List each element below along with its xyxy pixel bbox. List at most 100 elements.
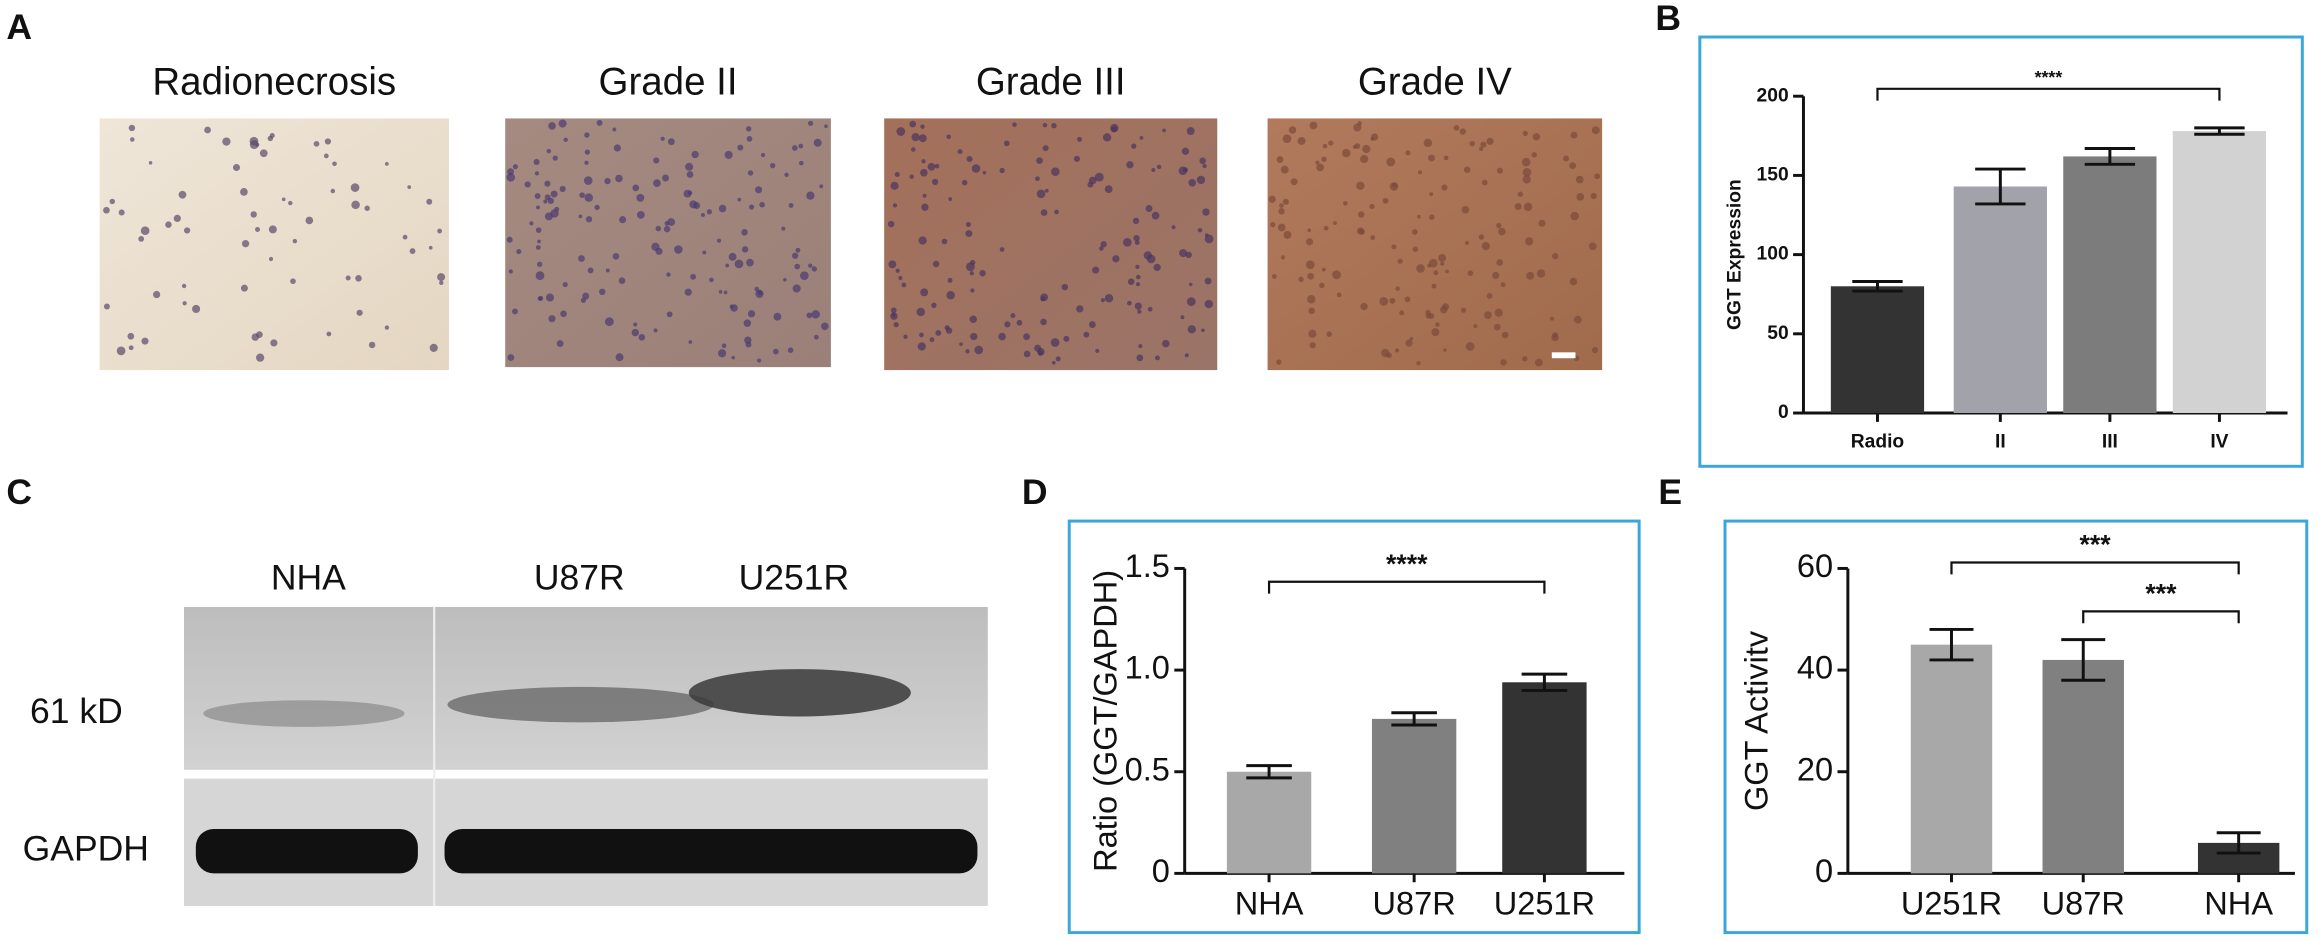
nucleus — [1134, 302, 1142, 310]
nucleus — [811, 266, 817, 272]
nucleus — [1145, 205, 1153, 212]
nucleus — [824, 124, 828, 129]
x-tick-label: U87R — [1373, 886, 1456, 922]
nucleus — [787, 347, 794, 353]
nucleus — [1280, 255, 1286, 260]
nucleus — [799, 160, 804, 166]
nucleus — [204, 126, 211, 134]
nucleus — [811, 310, 820, 319]
nucleus — [1042, 122, 1048, 128]
nucleus — [909, 174, 914, 179]
nucleus — [1591, 346, 1599, 354]
nucleus — [920, 124, 925, 129]
nucleus — [1534, 358, 1543, 367]
nucleus — [240, 284, 248, 292]
nucleus — [222, 137, 231, 146]
nucleus — [709, 277, 714, 283]
nucleus — [1054, 209, 1059, 215]
error-bar — [1391, 711, 1437, 727]
nucleus — [795, 247, 801, 253]
nucleus — [653, 179, 661, 187]
nucleus — [903, 334, 908, 339]
nucleus — [556, 340, 564, 347]
nucleus — [702, 250, 707, 255]
nucleus — [1399, 310, 1405, 316]
nucleus — [1277, 223, 1286, 232]
y-tick-label: 60 — [1797, 548, 1833, 584]
nucleus — [966, 155, 973, 163]
nucleus — [345, 275, 351, 281]
x-tick-label: NHA — [1235, 886, 1304, 922]
nucleus — [1088, 176, 1097, 185]
nucleus — [1342, 148, 1351, 158]
nucleus — [1276, 359, 1282, 365]
nucleus — [1153, 263, 1161, 272]
nucleus — [674, 245, 683, 254]
nucleus — [584, 160, 589, 165]
nucleus — [1202, 163, 1207, 169]
nucleus — [1486, 137, 1494, 145]
nucleus — [1102, 133, 1112, 142]
nucleus — [364, 205, 370, 211]
band — [203, 700, 405, 727]
nucleus — [153, 290, 161, 299]
nucleus — [941, 238, 948, 245]
nucleus — [330, 188, 336, 194]
nucleus — [251, 333, 259, 341]
nucleus — [1305, 260, 1315, 270]
nucleus — [969, 271, 974, 276]
bar — [2063, 156, 2157, 414]
bar — [1830, 286, 1925, 414]
nucleus — [1288, 126, 1297, 134]
histology-image — [99, 118, 449, 371]
nucleus — [636, 210, 645, 219]
band — [195, 828, 418, 874]
nucleus — [1417, 214, 1421, 219]
nucleus — [1010, 313, 1016, 319]
nucleus — [1522, 167, 1532, 177]
nucleus — [1268, 195, 1276, 203]
y-tick-label: 0 — [1152, 853, 1170, 889]
nucleus — [356, 309, 363, 316]
nucleus — [535, 205, 540, 210]
nucleus — [1061, 283, 1069, 291]
nucleus — [165, 221, 172, 228]
nucleus — [1440, 261, 1445, 266]
nucleus — [1429, 214, 1435, 220]
nucleus — [691, 150, 699, 159]
nucleus — [894, 171, 900, 177]
nucleus — [1412, 246, 1419, 252]
nucleus — [1440, 305, 1448, 314]
nucleus — [587, 267, 594, 274]
nucleus — [800, 271, 809, 281]
nucleus — [554, 206, 560, 212]
nucleus — [917, 342, 926, 351]
row-label: 61 kD — [30, 691, 123, 731]
nucleus — [1139, 135, 1144, 140]
nucleus — [1131, 143, 1137, 149]
nucleus — [612, 253, 620, 260]
nucleus — [760, 152, 766, 158]
nucleus — [178, 190, 187, 199]
nucleus — [721, 343, 727, 349]
nucleus — [1051, 360, 1056, 365]
nucleus — [1316, 163, 1325, 172]
nucleus — [781, 226, 786, 231]
band — [688, 669, 911, 717]
y-tick-label: 200 — [1757, 85, 1789, 106]
nucleus — [895, 268, 900, 273]
nucleus — [1136, 354, 1144, 362]
nucleus — [290, 278, 296, 285]
nucleus — [1003, 140, 1010, 147]
x-tick-label: IV — [2210, 432, 2228, 453]
nucleus — [667, 138, 675, 146]
nucleus — [666, 272, 671, 277]
nucleus — [916, 307, 925, 317]
nucleus — [636, 193, 645, 202]
significance-label: **** — [1386, 549, 1428, 579]
nucleus — [792, 284, 801, 293]
nucleus — [544, 194, 551, 201]
nucleus — [559, 185, 566, 193]
nucleus — [426, 198, 433, 205]
